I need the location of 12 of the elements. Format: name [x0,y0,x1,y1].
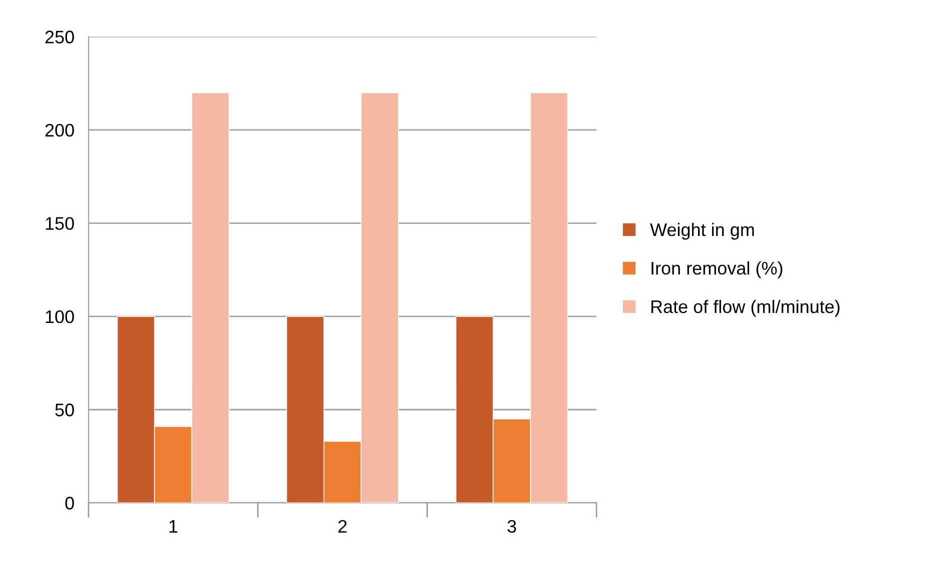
x-tick-label: 3 [507,520,516,533]
y-tick-label: 100 [46,310,74,324]
y-tick-label: 150 [46,217,74,230]
y-tick-label: 250 [45,30,74,44]
legend-label: Rate of flow (ml/minute) [651,300,840,317]
legend-label: Weight in gm [650,222,754,240]
x-tick-label: 1 [170,520,178,533]
y-tick-label: 50 [55,404,74,416]
y-tick-label: 200 [45,124,74,137]
x-tick-label: 2 [338,520,347,533]
legend-label: Iron removal (%) [652,261,782,278]
y-tick-label: 0 [65,496,74,510]
